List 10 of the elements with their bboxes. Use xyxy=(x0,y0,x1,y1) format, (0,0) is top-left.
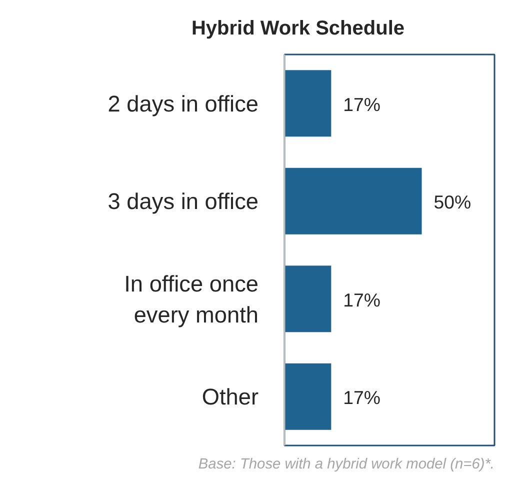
data-label: 17% xyxy=(343,387,381,408)
data-label: 17% xyxy=(343,94,381,115)
chart-title: Hybrid Work Schedule xyxy=(191,18,405,40)
data-label: 17% xyxy=(343,289,381,310)
y-tick-label: 3 days in office xyxy=(108,188,258,214)
y-tick-label: 2 days in office xyxy=(108,90,258,116)
text: Base: Those with a hybrid work model (n=6)*. xyxy=(198,456,494,472)
y-tick-label: In office once every month xyxy=(124,270,259,328)
y-tick-label: Other xyxy=(202,384,259,410)
data-label: 50% xyxy=(434,192,472,213)
